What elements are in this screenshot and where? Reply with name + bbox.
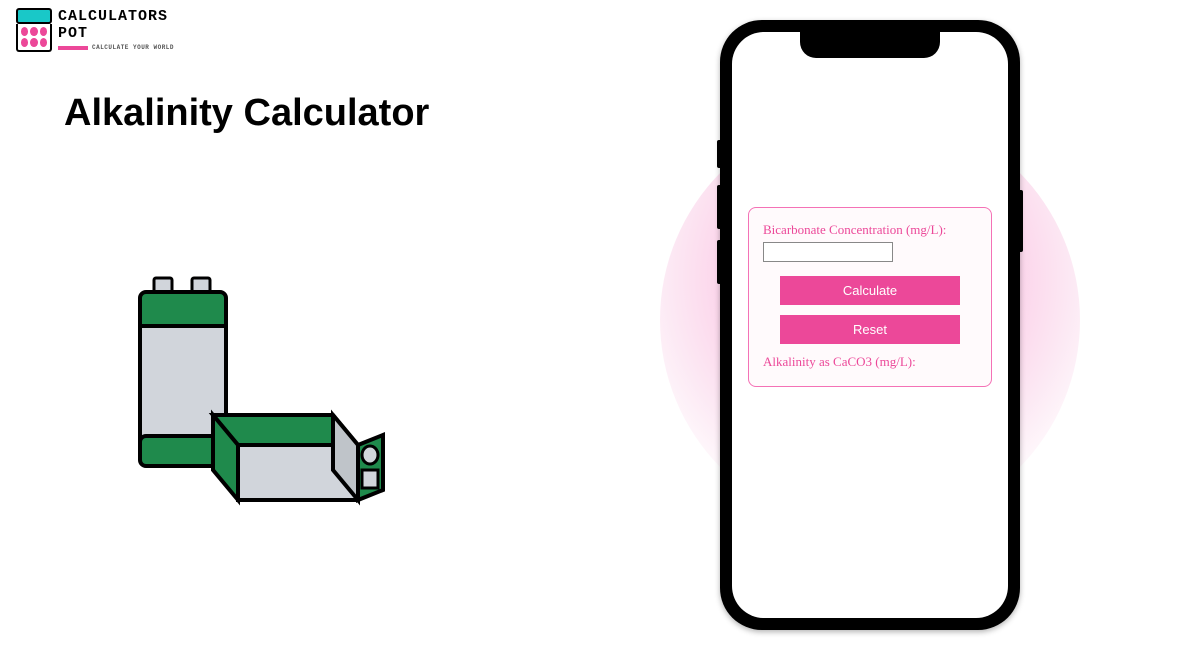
- input-label: Bicarbonate Concentration (mg/L):: [763, 222, 977, 238]
- logo-line1: CALCULATORS: [58, 8, 174, 25]
- logo-text: CALCULATORS POT CALCULATE YOUR WORLD: [58, 8, 174, 51]
- logo-accent-bar: [58, 46, 88, 50]
- bicarbonate-input[interactable]: [763, 242, 893, 262]
- reset-button[interactable]: Reset: [780, 315, 960, 344]
- site-logo[interactable]: CALCULATORS POT CALCULATE YOUR WORLD: [16, 8, 174, 52]
- calculator-icon: [16, 8, 52, 52]
- phone-notch: [800, 32, 940, 58]
- phone-screen: Bicarbonate Concentration (mg/L): Calcul…: [732, 32, 1008, 618]
- logo-tagline: CALCULATE YOUR WORLD: [92, 44, 174, 51]
- battery-illustration: [118, 270, 418, 530]
- calculator-card: Bicarbonate Concentration (mg/L): Calcul…: [748, 207, 992, 387]
- calculate-button[interactable]: Calculate: [780, 276, 960, 305]
- page-title: Alkalinity Calculator: [64, 92, 429, 135]
- phone-mockup-area: Bicarbonate Concentration (mg/L): Calcul…: [590, 0, 1170, 650]
- phone-frame: Bicarbonate Concentration (mg/L): Calcul…: [720, 20, 1020, 630]
- result-label: Alkalinity as CaCO3 (mg/L):: [763, 354, 977, 370]
- logo-line2: POT: [58, 25, 174, 42]
